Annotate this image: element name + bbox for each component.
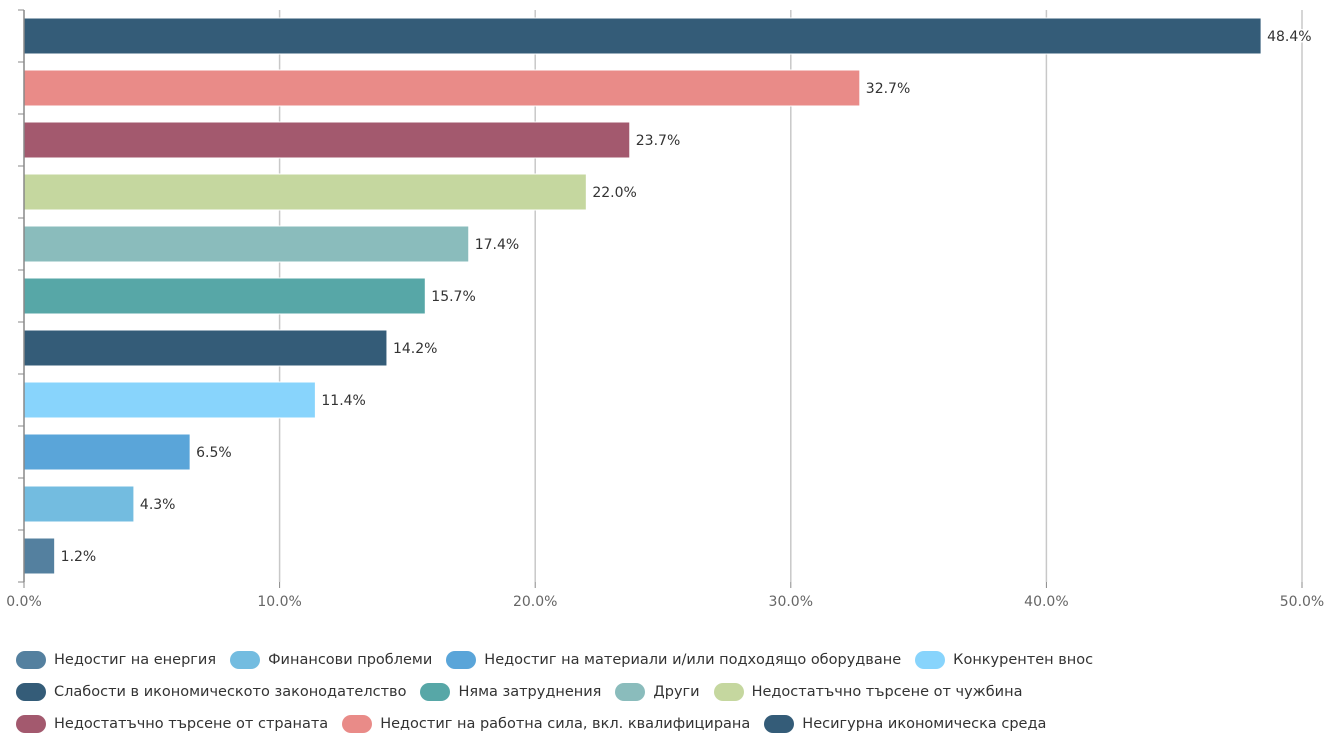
- legend-label: Конкурентен внос: [953, 652, 1094, 668]
- legend-swatch: [446, 651, 477, 669]
- legend-label: Недостиг на материали и/или подходящо об…: [484, 652, 902, 668]
- legend-swatch: [915, 651, 946, 669]
- bar-value-label: 32.7%: [866, 81, 910, 97]
- x-tick-label: 10.0%: [257, 594, 301, 610]
- legend-item[interactable]: Недостатъчно търсене от чужбина: [713, 683, 1023, 701]
- x-tick-label: 40.0%: [1024, 594, 1068, 610]
- bar-value-label: 1.2%: [61, 549, 97, 565]
- x-tick-label: 50.0%: [1280, 594, 1324, 610]
- legend-swatch: [342, 715, 373, 733]
- bar[interactable]: [23, 537, 56, 575]
- bar-value-label: 17.4%: [475, 237, 519, 253]
- bar[interactable]: [23, 225, 470, 263]
- bar-value-label: 11.4%: [321, 393, 365, 409]
- legend-label: Недостиг на енергия: [54, 652, 217, 668]
- bar[interactable]: [23, 381, 316, 419]
- bar[interactable]: [23, 277, 426, 315]
- legend-row: Недостатъчно търсене от страната Недостиг…: [16, 708, 1316, 740]
- legend-label: Финансови проблеми: [268, 652, 433, 668]
- bar[interactable]: [23, 329, 388, 367]
- legend-label: Слабости в икономическото законодателств…: [54, 684, 407, 700]
- bar-chart: 48.4% 32.7% 23.7% 22.0% 17.4% 15.7% 14.2% 11.4%…: [6, 9, 1324, 610]
- legend-item[interactable]: Несигурна икономическа среда: [764, 715, 1046, 733]
- legend-label: Няма затруднения: [458, 684, 602, 700]
- legend-item[interactable]: Конкурентен внос: [915, 651, 1093, 669]
- legend-item[interactable]: Недостатъчно търсене от страната: [16, 715, 328, 733]
- bar[interactable]: [23, 485, 135, 523]
- legend-item[interactable]: Недостиг на материали и/или подходящо об…: [446, 651, 901, 669]
- x-tick-label: 0.0%: [6, 594, 42, 610]
- legend-swatch: [230, 651, 261, 669]
- legend-row: Слабости в икономическото законодателств…: [16, 676, 1316, 708]
- legend-swatch: [713, 683, 744, 701]
- legend: Недостиг на енергия Финансови проблеми Нед…: [16, 644, 1316, 740]
- legend-swatch: [420, 683, 451, 701]
- bar-value-label: 23.7%: [636, 133, 680, 149]
- legend-item[interactable]: Финансови проблеми: [230, 651, 432, 669]
- legend-item[interactable]: Други: [615, 683, 700, 701]
- x-tick-label: 20.0%: [513, 594, 557, 610]
- bar-value-label: 4.3%: [140, 497, 176, 513]
- data-labels: 48.4% 32.7% 23.7% 22.0% 17.4% 15.7% 14.2% 11.4%…: [59, 28, 1313, 567]
- bar[interactable]: [23, 433, 191, 471]
- legend-item[interactable]: Недостиг на работна сила, вкл. квалифици…: [342, 715, 750, 733]
- legend-label: Недостатъчно търсене от чужбина: [751, 684, 1023, 700]
- legend-swatch: [16, 683, 46, 701]
- bar[interactable]: [23, 121, 631, 159]
- bars: [23, 17, 1262, 575]
- bar-value-label: 14.2%: [393, 341, 437, 357]
- bar-value-label: 6.5%: [196, 445, 232, 461]
- bar-value-label: 15.7%: [431, 289, 475, 305]
- legend-swatch: [764, 715, 795, 733]
- x-tick-label: 30.0%: [769, 594, 813, 610]
- legend-item[interactable]: Няма затруднения: [420, 683, 601, 701]
- legend-swatch: [16, 715, 46, 733]
- bar[interactable]: [23, 17, 1262, 55]
- legend-swatch: [16, 651, 46, 669]
- legend-item[interactable]: Недостиг на енергия: [16, 651, 216, 669]
- legend-item[interactable]: Слабости в икономическото законодателств…: [16, 683, 406, 701]
- axes: 0.0% 10.0% 20.0% 30.0% 40.0% 50.0%: [6, 9, 1324, 610]
- bar-value-label: 22.0%: [592, 185, 636, 201]
- legend-label: Несигурна икономическа среда: [802, 716, 1047, 732]
- bar[interactable]: [23, 173, 587, 211]
- legend-label: Други: [653, 684, 700, 700]
- bar[interactable]: [23, 69, 861, 107]
- bar-value-label: 48.4%: [1267, 29, 1311, 45]
- legend-label: Недостатъчно търсене от страната: [54, 716, 329, 732]
- legend-swatch: [615, 683, 646, 701]
- legend-row: Недостиг на енергия Финансови проблеми Нед…: [16, 644, 1316, 676]
- legend-label: Недостиг на работна сила, вкл. квалифици…: [380, 716, 751, 732]
